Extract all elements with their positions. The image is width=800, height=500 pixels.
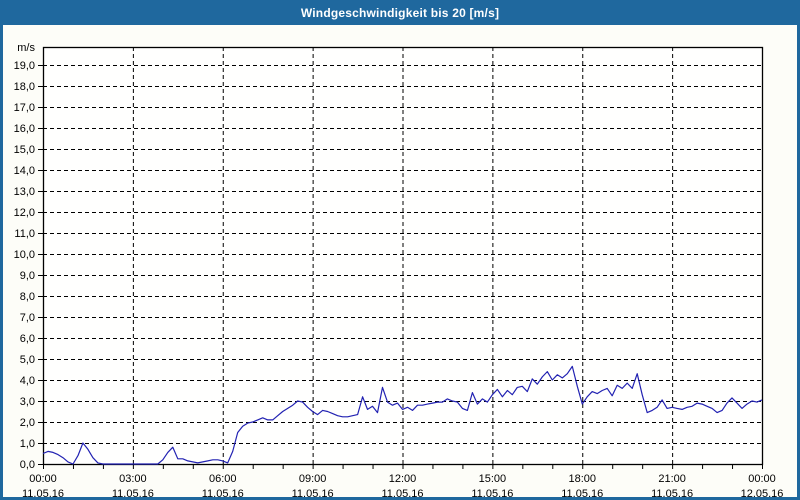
x-tick-time-label: 03:00 [119, 473, 147, 485]
y-tick-label: 9,0 [20, 270, 35, 282]
chart-title-bar: Windgeschwindigkeit bis 20 [m/s] [3, 3, 797, 25]
wind-speed-line [42, 365, 763, 465]
y-tick-label: 7,0 [20, 312, 35, 324]
x-tick-time-label: 15:00 [479, 473, 507, 485]
y-tick-label: 19,0 [14, 60, 35, 72]
x-tick-time-label: 06:00 [209, 473, 237, 485]
x-tick-time-label: 12:00 [389, 473, 417, 485]
y-tick-label: 4,0 [20, 375, 35, 387]
chart-title: Windgeschwindigkeit bis 20 [m/s] [300, 6, 500, 20]
x-tick-date-label: 11.05.16 [112, 488, 154, 500]
y-tick-label: 11,0 [14, 228, 35, 240]
x-tick-date-label: 11.05.16 [22, 488, 64, 500]
chart-area: 0,0 1,0 2,0 3,0 4,0 5,0 6,0 7,0 8,0 9,0 10,0 11,0 12… [3, 22, 797, 500]
y-tick-label: 15,0 [14, 144, 35, 156]
y-tick-label: 2,0 [20, 417, 35, 429]
x-tick-time-label: 09:00 [299, 473, 327, 485]
y-tick-label: 10,0 [14, 249, 35, 261]
x-tick-date-label: 12.05.16 [741, 488, 784, 500]
y-tick-label: 8,0 [20, 291, 35, 303]
y-axis-ticks [38, 65, 43, 465]
x-tick-date-label: 11.05.16 [292, 488, 334, 500]
y-tick-label: 17,0 [14, 102, 35, 114]
y-tick-label: 16,0 [14, 123, 35, 135]
x-tick-date-label: 11.05.16 [471, 488, 513, 500]
wind-speed-plot: 0,0 1,0 2,0 3,0 4,0 5,0 6,0 7,0 8,0 9,0 10,0 11,0 12… [14, 42, 784, 500]
x-tick-time-label: 18:00 [568, 473, 596, 485]
x-tick-date-label: 11.05.16 [202, 488, 244, 500]
y-tick-label: 5,0 [20, 354, 35, 366]
x-tick-date-label: 11.05.16 [381, 488, 423, 500]
x-tick-date-label: 11.05.16 [651, 488, 693, 500]
x-tick-time-label: 00:00 [29, 473, 57, 485]
y-axis-unit-label: m/s [17, 42, 35, 54]
x-tick-date-label: 11.05.16 [561, 488, 603, 500]
x-tick-time-label: 00:00 [748, 473, 776, 485]
y-tick-label: 0,0 [20, 459, 35, 471]
y-tick-label: 12,0 [14, 207, 35, 219]
horizontal-gridlines [43, 65, 762, 444]
y-tick-label: 14,0 [14, 165, 35, 177]
y-tick-label: 6,0 [20, 333, 35, 345]
plot-border [42, 46, 764, 466]
y-tick-label: 1,0 [20, 438, 35, 450]
y-tick-label: 18,0 [14, 81, 35, 93]
y-tick-label: 3,0 [20, 396, 35, 408]
x-tick-time-label: 21:00 [658, 473, 686, 485]
y-tick-label: 13,0 [14, 186, 35, 198]
